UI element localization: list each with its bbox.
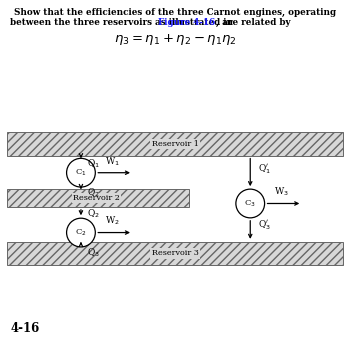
Text: Reservoir 2: Reservoir 2 <box>73 194 120 202</box>
Text: Reservoir 3: Reservoir 3 <box>152 249 198 258</box>
Text: 4-16: 4-16 <box>11 322 40 335</box>
Text: W$_1$: W$_1$ <box>105 155 120 168</box>
Text: C$_2$: C$_2$ <box>75 227 87 238</box>
Text: $\eta_3 = \eta_1 + \eta_2 - \eta_1\eta_2$: $\eta_3 = \eta_1 + \eta_2 - \eta_1\eta_2… <box>114 32 236 48</box>
Text: C$_1$: C$_1$ <box>75 168 87 178</box>
Text: , are related by: , are related by <box>216 18 291 27</box>
Bar <box>7 242 343 265</box>
Text: C$_3$: C$_3$ <box>244 198 256 209</box>
Circle shape <box>236 189 265 218</box>
Text: Q$_3$: Q$_3$ <box>87 247 100 259</box>
Text: between the three reservoirs as illustrated in: between the three reservoirs as illustra… <box>10 18 236 27</box>
Text: Show that the efficiencies of the three Carnot engines, operating: Show that the efficiencies of the three … <box>14 8 336 16</box>
Text: Q$_1$: Q$_1$ <box>87 158 100 170</box>
Bar <box>7 132 343 156</box>
Circle shape <box>66 218 95 247</box>
Text: W$_3$: W$_3$ <box>274 186 289 198</box>
Text: Q$_1'$: Q$_1'$ <box>258 162 271 176</box>
Text: W$_2$: W$_2$ <box>105 215 120 227</box>
Bar <box>7 189 189 207</box>
Circle shape <box>66 158 95 187</box>
Text: Reservoir 1: Reservoir 1 <box>152 140 198 148</box>
Text: Q$_3'$: Q$_3'$ <box>258 219 271 232</box>
Text: Figure 4-16: Figure 4-16 <box>158 18 215 27</box>
Text: Q$_2$: Q$_2$ <box>87 208 100 220</box>
Text: Q$_2$: Q$_2$ <box>87 187 100 199</box>
